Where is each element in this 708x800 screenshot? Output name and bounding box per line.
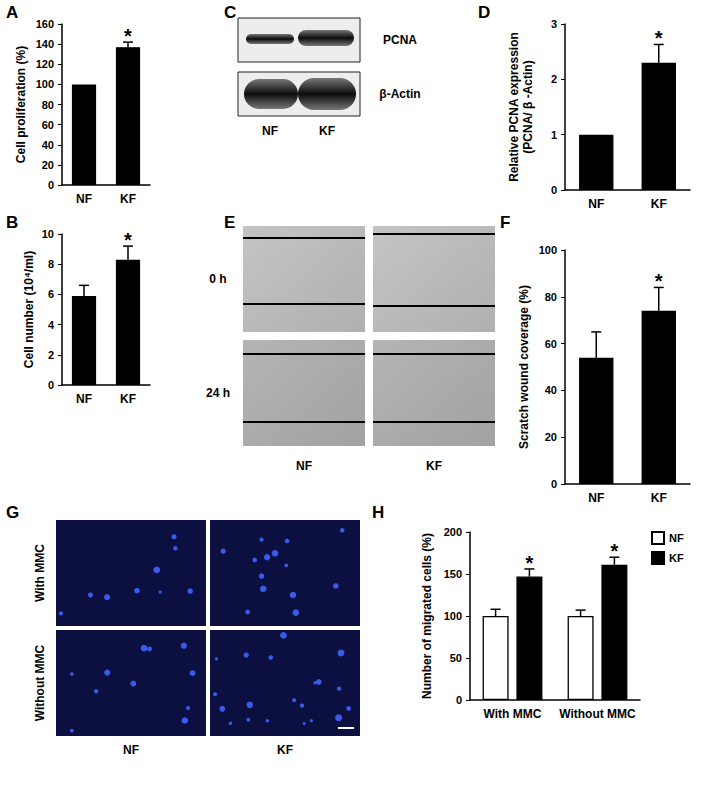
svg-text:KF: KF — [669, 552, 684, 564]
svg-text:0: 0 — [551, 184, 557, 196]
svg-text:Scratch wound coverage (%): Scratch wound coverage (%) — [517, 285, 531, 449]
svg-text:60: 60 — [42, 119, 54, 131]
svg-text:H: H — [372, 503, 384, 522]
svg-text:KF: KF — [120, 192, 136, 206]
svg-text:0: 0 — [456, 694, 462, 706]
svg-text:C: C — [224, 3, 236, 22]
svg-text:0 h: 0 h — [209, 272, 226, 286]
svg-text:150: 150 — [444, 568, 462, 580]
svg-text:*: * — [655, 270, 663, 292]
svg-text:KF: KF — [426, 459, 442, 473]
svg-text:Relative PCNA expression: Relative PCNA expression — [507, 32, 521, 182]
svg-text:20: 20 — [545, 431, 557, 443]
svg-text:0: 0 — [48, 379, 54, 391]
svg-text:Without MMC: Without MMC — [33, 644, 47, 721]
svg-text:With MMC: With MMC — [33, 544, 47, 602]
svg-text:100: 100 — [444, 610, 462, 622]
svg-text:100: 100 — [36, 78, 54, 90]
svg-text:B: B — [6, 213, 18, 232]
svg-text:2: 2 — [48, 349, 54, 361]
svg-text:120: 120 — [36, 58, 54, 70]
svg-text:6: 6 — [48, 288, 54, 300]
svg-text:0: 0 — [48, 179, 54, 191]
svg-text:NF: NF — [296, 459, 312, 473]
svg-text:0: 0 — [551, 478, 557, 490]
svg-text:NF: NF — [588, 491, 604, 505]
svg-text:G: G — [6, 503, 19, 522]
svg-text:NF: NF — [588, 197, 604, 211]
svg-text:40: 40 — [42, 139, 54, 151]
svg-text:NF: NF — [262, 124, 278, 138]
svg-text:NF: NF — [123, 743, 139, 757]
svg-text:Number of migrated cells (%): Number of migrated cells (%) — [420, 533, 434, 699]
svg-text:Without MMC: Without MMC — [559, 707, 636, 721]
svg-text:NF: NF — [669, 532, 684, 544]
svg-text:80: 80 — [42, 99, 54, 111]
svg-text:20: 20 — [42, 159, 54, 171]
svg-text:40: 40 — [545, 384, 557, 396]
svg-text:*: * — [124, 25, 132, 47]
svg-text:140: 140 — [36, 38, 54, 50]
svg-text:100: 100 — [539, 244, 557, 256]
svg-text:24 h: 24 h — [206, 386, 230, 400]
svg-text:8: 8 — [48, 258, 54, 270]
svg-text:With MMC: With MMC — [484, 707, 542, 721]
svg-text:60: 60 — [545, 338, 557, 350]
svg-text:*: * — [655, 27, 663, 49]
svg-text:*: * — [611, 540, 619, 562]
svg-text:1: 1 — [551, 129, 557, 141]
svg-text:160: 160 — [36, 18, 54, 30]
svg-text:NF: NF — [76, 392, 92, 406]
svg-text:A: A — [6, 3, 18, 22]
svg-text:2: 2 — [551, 73, 557, 85]
svg-text:10: 10 — [42, 228, 54, 240]
svg-text:PCNA: PCNA — [383, 33, 417, 47]
svg-text:4: 4 — [48, 319, 55, 331]
svg-text:80: 80 — [545, 291, 557, 303]
svg-text:KF: KF — [120, 392, 136, 406]
svg-text:Cell proliferation (%): Cell proliferation (%) — [14, 46, 28, 163]
svg-text:KF: KF — [651, 491, 667, 505]
svg-text:NF: NF — [76, 192, 92, 206]
svg-text:KF: KF — [651, 197, 667, 211]
svg-text:KF: KF — [319, 124, 335, 138]
svg-text:3: 3 — [551, 18, 557, 30]
svg-text:β-Actin: β-Actin — [379, 87, 420, 101]
svg-text:*: * — [124, 229, 132, 251]
svg-text:KF: KF — [277, 743, 293, 757]
svg-text:F: F — [500, 213, 510, 232]
svg-text:50: 50 — [450, 652, 462, 664]
svg-text:Cell number (10⁴/ml): Cell number (10⁴/ml) — [22, 251, 36, 368]
svg-text:200: 200 — [444, 526, 462, 538]
svg-text:E: E — [224, 213, 235, 232]
svg-text:D: D — [478, 3, 490, 22]
svg-text:*: * — [526, 552, 534, 574]
svg-text:(PCNA/ β -Actin): (PCNA/ β -Actin) — [521, 60, 535, 153]
